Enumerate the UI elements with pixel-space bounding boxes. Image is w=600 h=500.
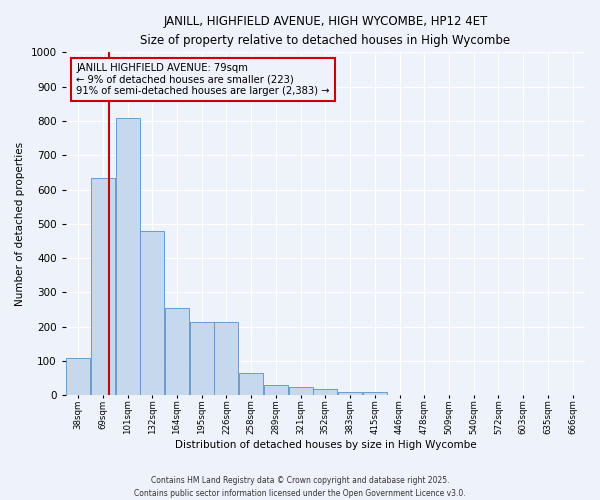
Bar [338,392,362,396]
Bar [363,392,387,396]
Bar [66,358,90,396]
Bar [239,373,263,396]
Bar [214,322,238,396]
Bar [264,385,288,396]
Title: JANILL, HIGHFIELD AVENUE, HIGH WYCOMBE, HP12 4ET
Size of property relative to de: JANILL, HIGHFIELD AVENUE, HIGH WYCOMBE, … [140,15,511,47]
Bar [190,322,214,396]
Bar [165,308,189,396]
Y-axis label: Number of detached properties: Number of detached properties [15,142,25,306]
Bar [116,118,140,396]
Bar [91,178,115,396]
Bar [313,389,337,396]
X-axis label: Distribution of detached houses by size in High Wycombe: Distribution of detached houses by size … [175,440,476,450]
Bar [289,387,313,396]
Text: JANILL HIGHFIELD AVENUE: 79sqm
← 9% of detached houses are smaller (223)
91% of : JANILL HIGHFIELD AVENUE: 79sqm ← 9% of d… [76,62,329,96]
Text: Contains HM Land Registry data © Crown copyright and database right 2025.
Contai: Contains HM Land Registry data © Crown c… [134,476,466,498]
Bar [140,230,164,396]
